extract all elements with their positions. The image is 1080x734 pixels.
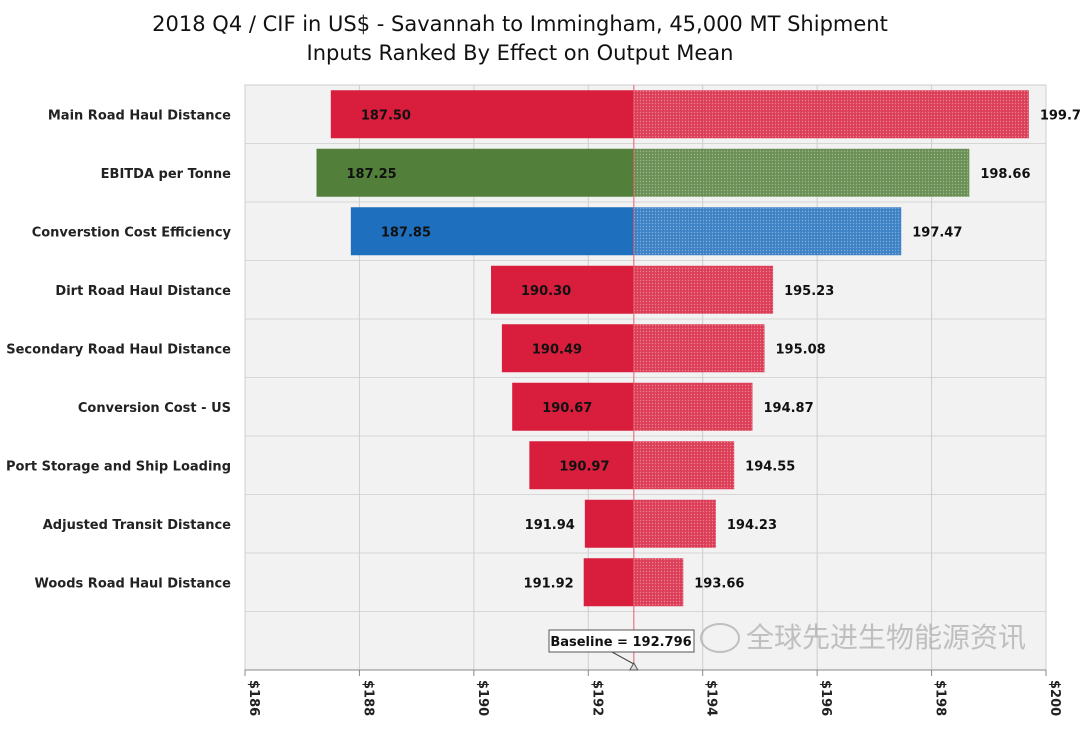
- low-bar: [512, 382, 634, 431]
- x-tick-label: $196: [818, 680, 833, 716]
- baseline-label: Baseline = 192.796: [550, 635, 691, 650]
- low-bar: [529, 441, 634, 490]
- low-bar: [316, 148, 634, 197]
- high-value-label: 193.66: [694, 576, 744, 591]
- low-value-label: 190.67: [542, 401, 592, 416]
- watermark: 全球先进生物能源资讯: [700, 620, 1026, 655]
- low-value-label: 187.25: [347, 167, 397, 182]
- category-label: Secondary Road Haul Distance: [6, 342, 231, 357]
- watermark-text: 全球先进生物能源资讯: [746, 621, 1027, 654]
- category-label: Dirt Road Haul Distance: [55, 284, 231, 299]
- category-label: Conversion Cost - US: [78, 401, 231, 416]
- x-tick-label: $198: [933, 680, 948, 716]
- high-value-label: 195.23: [784, 284, 834, 299]
- low-bar: [584, 499, 634, 548]
- low-bar: [350, 207, 634, 256]
- high-value-label: 195.08: [776, 342, 826, 357]
- low-value-label: 191.94: [525, 518, 575, 533]
- category-label: Port Storage and Ship Loading: [6, 459, 231, 474]
- low-bar: [491, 265, 634, 314]
- low-bar: [330, 90, 634, 139]
- low-value-label: 191.92: [524, 576, 574, 591]
- chart-title: 2018 Q4 / CIF in US$ - Savannah to Immin…: [152, 12, 888, 36]
- high-bar-pattern: [633, 148, 970, 197]
- baseline-label-box: [548, 629, 695, 653]
- high-bar-pattern: [633, 558, 684, 607]
- high-value-label: 194.55: [745, 459, 795, 474]
- wechat-icon: [700, 623, 740, 653]
- x-tick-label: $192: [589, 680, 604, 716]
- category-label: Converstion Cost Efficiency: [32, 225, 232, 240]
- high-value-label: 197.47: [912, 225, 962, 240]
- high-value-label: 199.70: [1040, 108, 1080, 123]
- high-bar-pattern: [633, 265, 774, 314]
- category-label: EBITDA per Tonne: [101, 167, 232, 182]
- category-label: Adjusted Transit Distance: [43, 518, 231, 533]
- low-bar: [501, 324, 634, 373]
- high-value-label: 194.87: [763, 401, 813, 416]
- x-tick-label: $200: [1047, 680, 1062, 716]
- x-tick-label: $194: [704, 680, 719, 716]
- low-value-label: 190.49: [532, 342, 582, 357]
- high-bar-pattern: [633, 499, 716, 548]
- high-bar-pattern: [633, 382, 753, 431]
- high-bar-pattern: [633, 324, 765, 373]
- baseline-callout-line: [611, 651, 635, 665]
- low-bar: [583, 558, 634, 607]
- high-value-label: 198.66: [980, 167, 1030, 182]
- high-value-label: 194.23: [727, 518, 777, 533]
- high-bar-pattern: [633, 441, 735, 490]
- low-value-label: 190.30: [521, 284, 571, 299]
- category-label: Main Road Haul Distance: [48, 108, 231, 123]
- x-tick-label: $186: [246, 680, 261, 716]
- category-label: Woods Road Haul Distance: [35, 576, 232, 591]
- low-value-label: 187.85: [381, 225, 431, 240]
- low-value-label: 187.50: [361, 108, 411, 123]
- low-value-label: 190.97: [559, 459, 609, 474]
- x-tick-label: $188: [360, 680, 375, 716]
- x-tick-label: $190: [475, 680, 490, 716]
- baseline-marker-icon: [628, 661, 639, 671]
- high-bar-pattern: [633, 90, 1029, 139]
- chart-subtitle: Inputs Ranked By Effect on Output Mean: [306, 41, 734, 65]
- high-bar-pattern: [633, 207, 902, 256]
